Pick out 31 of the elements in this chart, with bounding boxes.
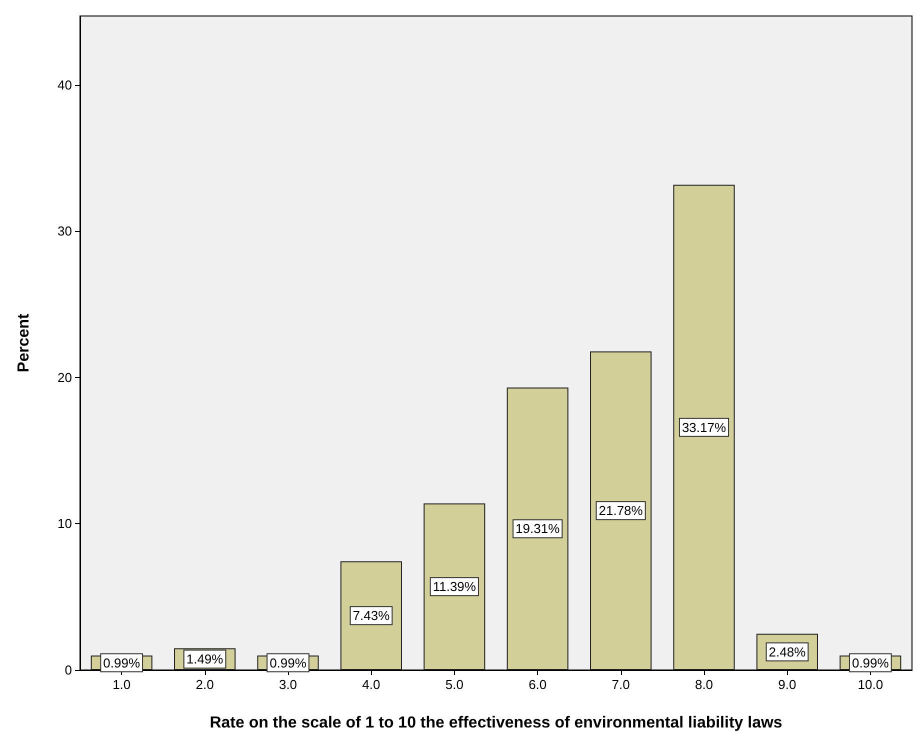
x-tick-label: 9.0 — [778, 677, 796, 692]
data-label: 11.39% — [432, 579, 476, 594]
y-tick-label: 10 — [58, 516, 72, 532]
x-tick-label: 3.0 — [278, 677, 298, 692]
bar — [590, 351, 652, 670]
x-tick-label: 4.0 — [362, 677, 380, 692]
bar — [673, 184, 735, 670]
data-label: 33.17% — [682, 420, 726, 435]
y-tick-label: 30 — [58, 224, 72, 239]
x-tick-label: 10.0 — [858, 677, 884, 692]
data-label: 19.31% — [516, 521, 560, 536]
y-tick-label: 0 — [64, 662, 72, 678]
x-tick-label: 7.0 — [612, 677, 630, 692]
data-label: 2.48% — [768, 644, 806, 660]
x-axis-title: Rate on the scale of 1 to 10 the effectiveness of environmental liability laws — [210, 714, 782, 732]
data-label: 0.99% — [270, 655, 307, 670]
y-tick-label: 40 — [58, 77, 72, 92]
x-tick-label: 6.0 — [528, 677, 547, 692]
x-tick-label: 5.0 — [445, 677, 464, 692]
data-label: 1.49% — [186, 652, 224, 667]
data-label: 0.99% — [852, 655, 890, 670]
x-tick-label: 1.0 — [112, 677, 131, 692]
data-label: 0.99% — [103, 655, 140, 670]
y-axis-title: Percent — [16, 312, 32, 372]
x-tick-label: 2.0 — [196, 677, 214, 692]
data-label: 21.78% — [598, 503, 644, 518]
bar — [424, 503, 486, 670]
x-tick-label: 8.0 — [694, 677, 714, 692]
bar — [506, 387, 568, 670]
y-tick-label: 20 — [58, 370, 72, 385]
data-label: 7.43% — [352, 608, 390, 624]
